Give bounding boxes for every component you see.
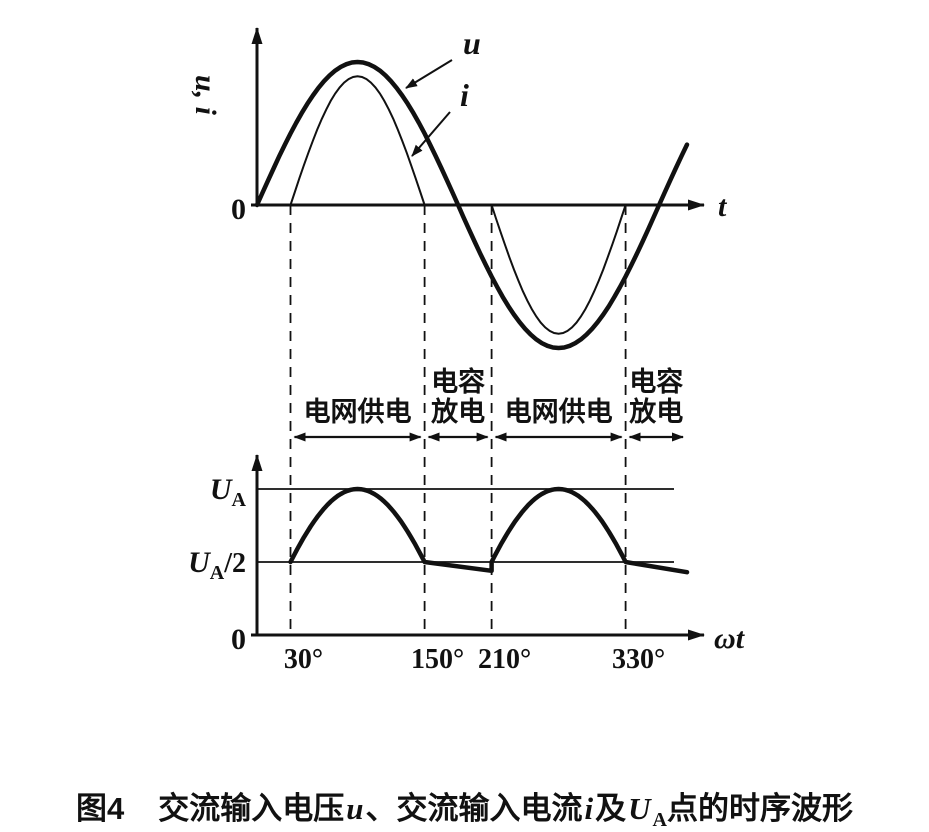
caption-symbol-u: u	[346, 791, 364, 826]
ua-level-label: UA	[210, 473, 247, 511]
top-y-axis-label: u, i	[189, 75, 222, 116]
tick-label-30: 30°	[284, 644, 323, 675]
ua-half-main: U	[188, 546, 211, 579]
caption-text-4: 点的时序波形	[666, 791, 853, 826]
x-tick-labels: 30° 150° 210° 330°	[284, 644, 665, 675]
current-label-arrow	[411, 111, 451, 157]
ua-label-main: U	[210, 473, 233, 506]
interval-label: 电容	[431, 366, 485, 397]
ua-node-waveform	[288, 486, 690, 575]
caption-subscript-a: A	[652, 809, 667, 832]
bottom-x-axis-label: ωt	[714, 622, 746, 655]
reference-lines	[257, 488, 674, 563]
ua-half-level-label: UA/2	[188, 546, 246, 584]
voltage-label-arrow	[405, 59, 453, 89]
tick-label-330: 330°	[612, 644, 665, 675]
current-curve-label: i	[460, 77, 469, 113]
top-plot: u, i 0 t u i	[189, 25, 728, 351]
bottom-origin-label: 0	[231, 623, 246, 656]
caption-text-3: 及	[595, 791, 627, 826]
tick-label-150: 150°	[411, 644, 464, 675]
caption-symbol-ua: U	[628, 791, 651, 826]
top-x-axis-label: t	[718, 190, 728, 223]
current-curve	[289, 75, 627, 335]
top-origin-label: 0	[231, 193, 246, 226]
voltage-curve	[254, 59, 690, 351]
caption-symbol-i: i	[584, 791, 594, 826]
interval-label: 电网供电	[505, 397, 613, 427]
figure-number: 图4	[76, 791, 125, 826]
caption-text-1: 交流输入电压	[158, 791, 345, 826]
tick-label-210: 210°	[478, 644, 531, 675]
voltage-curve-label: u	[463, 25, 481, 61]
ua-half-suffix: /2	[223, 548, 246, 579]
interval-label: 放电	[430, 396, 485, 427]
caption-text-2: 、交流输入电流	[365, 791, 583, 826]
interval-label: 电容	[629, 366, 683, 397]
interval-label: 放电	[628, 396, 683, 427]
ua-label-sub: A	[232, 489, 247, 511]
ua-half-sub: A	[210, 562, 225, 584]
bottom-plot: UA UA/2 0 ωt 30° 150° 210° 330°	[188, 454, 746, 675]
interval-label: 电网供电	[304, 397, 412, 427]
figure-caption: 图4 交流输入电压u、交流输入电流i及U A点的时序波形	[0, 783, 929, 832]
